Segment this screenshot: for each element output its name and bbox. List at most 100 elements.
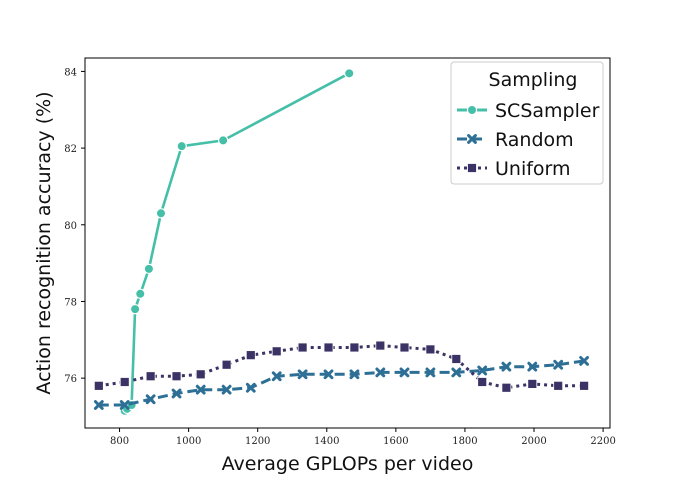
data-point-uniform: [349, 342, 360, 353]
x-tick-label: 1800: [452, 436, 477, 447]
x-marker-stroke: [501, 361, 512, 372]
data-point-random: [553, 359, 564, 370]
x-marker-stroke: [245, 382, 256, 393]
legend-entries: SCSampler Random Uniform: [457, 100, 600, 180]
data-point-random: [245, 382, 256, 393]
x-marker-stroke: [195, 384, 206, 395]
legend-label: Uniform: [495, 158, 571, 180]
x-tick-label: 800: [110, 436, 129, 447]
legend-label: SCSampler: [495, 100, 600, 122]
x-tick-label: 2200: [590, 436, 615, 447]
x-marker-stroke: [323, 369, 334, 380]
plot-frame: [84, 57, 611, 429]
series-line-random: [98, 359, 585, 407]
legend-entry-scsampler: SCSampler: [457, 100, 600, 122]
data-point-random: [271, 371, 282, 382]
y-axis-label: Action recognition accuracy (%): [33, 91, 55, 394]
data-point-scsampler: [155, 208, 167, 219]
data-point-uniform: [399, 342, 410, 353]
data-point-random: [297, 369, 308, 380]
data-point-random: [171, 388, 182, 399]
y-tick-label: 78: [64, 297, 77, 308]
x-marker-stroke: [271, 371, 282, 382]
legend-label: Random: [495, 129, 574, 151]
x-marker-stroke: [451, 367, 462, 378]
legend-title: Sampling: [489, 69, 578, 91]
x-marker-stroke: [527, 361, 538, 372]
data-point-random: [349, 369, 360, 380]
series-line-uniform: [98, 344, 585, 390]
y-tick-label: 82: [64, 144, 77, 155]
data-point-random: [93, 400, 104, 410]
legend-swatch-marker: [467, 134, 477, 144]
data-point-uniform: [221, 359, 232, 370]
legend-swatch-marker: [467, 163, 477, 173]
data-point-uniform: [145, 371, 156, 382]
x-marker-stroke: [93, 400, 104, 410]
data-point-random: [323, 369, 334, 380]
data-point-uniform: [553, 380, 564, 391]
data-point-uniform: [323, 342, 334, 353]
x-tick-label: 1400: [314, 436, 339, 447]
y-tick-label: 76: [64, 374, 77, 385]
data-point-uniform: [93, 380, 104, 391]
y-tick-label: 80: [64, 221, 77, 232]
data-point-random: [425, 367, 436, 378]
x-marker-stroke: [375, 367, 386, 378]
x-marker-stroke: [467, 134, 477, 144]
data-point-uniform: [451, 354, 462, 364]
x-marker-stroke: [477, 365, 488, 376]
legend: Sampling SCSampler Random Uniform: [450, 61, 604, 185]
data-point-uniform: [477, 377, 488, 387]
data-point-scsampler: [176, 140, 187, 152]
data-point-random: [579, 356, 589, 366]
data-point-scsampler: [143, 263, 155, 275]
legend-swatch-marker: [466, 104, 478, 116]
data-point-uniform: [171, 371, 182, 382]
y-axis-ticks: 76 78 80 82 84: [64, 67, 85, 385]
data-point-random: [221, 384, 232, 395]
data-point-scsampler: [135, 288, 146, 300]
x-tick-label: 1000: [176, 436, 201, 447]
data-point-uniform: [375, 340, 386, 351]
x-marker-stroke: [553, 359, 564, 370]
x-axis-ticks: 800 1000 1200 1400 1600 1800 2000 2200: [110, 428, 616, 447]
x-marker-stroke: [349, 369, 360, 380]
data-point-scsampler: [217, 135, 229, 146]
data-point-random: [119, 400, 130, 410]
data-point-uniform: [271, 346, 282, 357]
data-point-random: [399, 367, 410, 378]
series-layer: [93, 68, 589, 416]
data-point-uniform: [527, 379, 538, 389]
x-marker-stroke: [119, 400, 130, 410]
x-marker-stroke: [297, 369, 308, 380]
y-tick-label: 84: [64, 67, 77, 78]
data-point-random: [501, 361, 512, 372]
series-uniform: [93, 340, 589, 393]
series-scsampler: [119, 68, 355, 416]
data-point-random: [195, 384, 206, 395]
data-point-uniform: [195, 369, 206, 380]
data-point-scsampler: [344, 68, 355, 79]
legend-entry-uniform: Uniform: [457, 158, 571, 180]
x-marker-stroke: [579, 356, 589, 366]
legend-box: [450, 61, 604, 185]
data-point-random: [477, 365, 488, 376]
data-point-uniform: [245, 350, 256, 361]
data-point-uniform: [297, 342, 308, 353]
series-random: [93, 356, 589, 410]
data-point-uniform: [425, 344, 436, 355]
data-point-scsampler: [129, 303, 141, 315]
data-point-random: [451, 367, 462, 378]
data-point-uniform: [119, 377, 130, 387]
legend-entry-random: Random: [457, 129, 574, 151]
data-point-random: [145, 394, 156, 405]
x-tick-label: 1200: [245, 436, 270, 447]
x-tick-label: 1600: [383, 436, 408, 447]
x-marker-stroke: [145, 394, 156, 405]
x-marker-stroke: [425, 367, 436, 378]
data-point-random: [375, 367, 386, 378]
plot-area: [84, 57, 611, 429]
